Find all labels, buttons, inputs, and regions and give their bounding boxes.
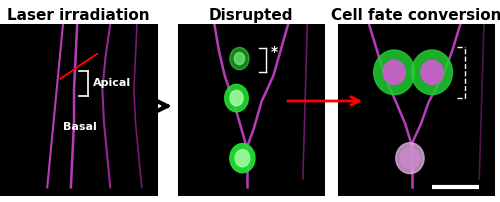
Circle shape xyxy=(400,148,419,168)
Text: Apical: Apical xyxy=(93,78,131,88)
Text: *: * xyxy=(270,45,278,59)
Circle shape xyxy=(396,143,424,174)
Circle shape xyxy=(383,60,405,84)
Circle shape xyxy=(234,53,244,65)
Title: Disrupted: Disrupted xyxy=(209,8,294,23)
Circle shape xyxy=(230,47,249,70)
Circle shape xyxy=(224,84,248,112)
Circle shape xyxy=(412,50,453,95)
Title: Cell fate conversion: Cell fate conversion xyxy=(331,8,500,23)
Text: Basal: Basal xyxy=(63,122,97,132)
Circle shape xyxy=(235,149,250,167)
Title: Laser irradiation: Laser irradiation xyxy=(8,8,150,23)
Circle shape xyxy=(230,144,255,173)
Polygon shape xyxy=(60,53,98,79)
Circle shape xyxy=(421,60,443,84)
Circle shape xyxy=(374,50,414,95)
Circle shape xyxy=(230,90,243,106)
